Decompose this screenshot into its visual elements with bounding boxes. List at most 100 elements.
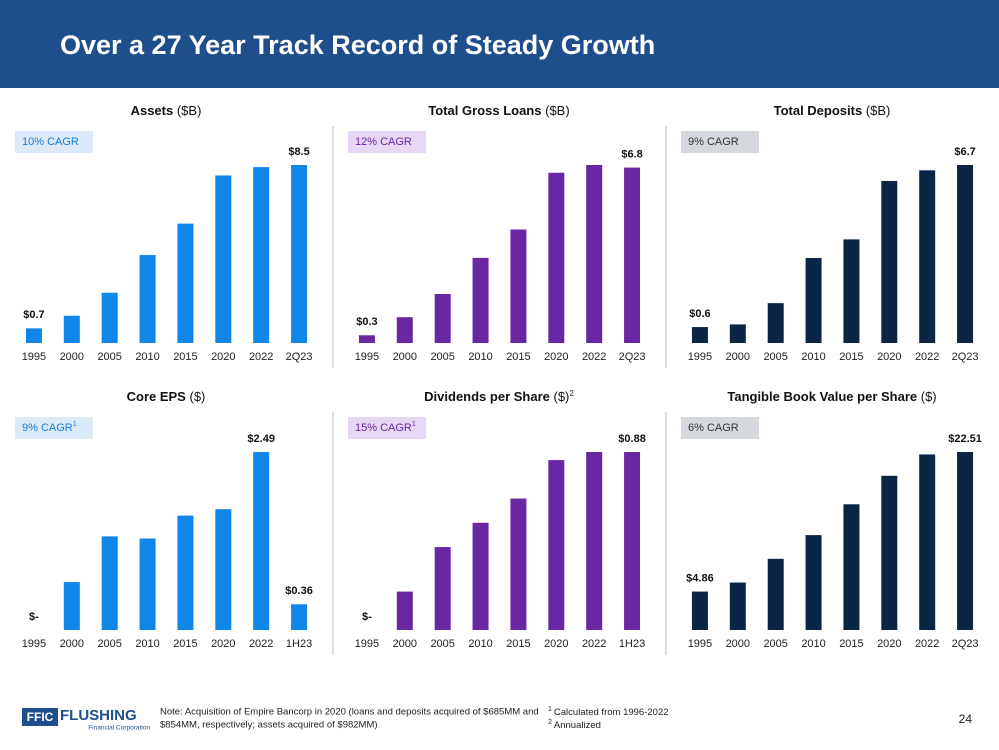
x-tick-label: 2005: [97, 638, 121, 650]
bar: [586, 165, 603, 343]
chart-title: Tangible Book Value per Share ($): [727, 389, 936, 404]
cagr-badge: [348, 131, 426, 153]
footnote-mark: 2: [548, 719, 552, 726]
x-tick-label: 2015: [839, 351, 863, 363]
note: Note: Acquisition of Empire Bancorp in 2…: [160, 707, 539, 718]
x-tick-label: 2015: [506, 638, 530, 650]
bar: [805, 257, 822, 343]
x-tick-label: 2022: [915, 638, 939, 650]
bar: [101, 536, 118, 630]
x-tick-label: 2005: [430, 351, 454, 363]
cagr-label: 9% CAGR1: [22, 421, 77, 434]
note: $854MM, respectively; assets acquired of…: [160, 720, 378, 731]
title-main: Core EPS: [127, 389, 187, 404]
title-main: Total Gross Loans: [428, 103, 541, 118]
x-tick-label: 2010: [801, 351, 825, 363]
x-tick-label: 2022: [915, 351, 939, 363]
bar: [177, 223, 194, 343]
chart: Total Gross Loans ($B) 12% CAGR 1995 $0.3 20…: [348, 103, 646, 363]
x-tick-label: 1995: [22, 351, 46, 363]
x-tick-label: 1995: [688, 351, 712, 363]
x-tick-label: 1995: [355, 638, 379, 650]
slide-title: Over a 27 Year Track Record of Steady Gr…: [60, 30, 655, 60]
bar: [510, 229, 527, 343]
bar: [767, 558, 784, 630]
bar: [586, 452, 603, 630]
footnote-text: Annualized: [554, 720, 601, 731]
x-tick-label: 2015: [173, 351, 197, 363]
bar: [25, 328, 42, 343]
title-main: Total Deposits: [774, 103, 863, 118]
x-tick-label: 2022: [249, 351, 273, 363]
value-label: $8.5: [288, 146, 309, 158]
footnote-mark: 1: [548, 706, 552, 713]
logo-sub: Financial Corporation: [88, 725, 150, 732]
x-tick-label: 2020: [544, 638, 568, 650]
cagr-badge: [15, 131, 93, 153]
x-tick-label: 2010: [468, 351, 492, 363]
bar: [215, 175, 232, 343]
bar: [215, 509, 232, 630]
bar: [919, 170, 936, 343]
bar: [843, 239, 860, 343]
value-label: $4.86: [686, 572, 714, 584]
value-label: $22.51: [948, 433, 982, 445]
x-tick-label: 2Q23: [286, 351, 313, 363]
bar: [843, 504, 860, 630]
chart-title: Core EPS ($): [127, 389, 206, 404]
title-unit: ($): [921, 389, 937, 404]
x-tick-label: 1995: [355, 351, 379, 363]
x-tick-label: 2022: [249, 638, 273, 650]
x-tick-label: 2000: [393, 638, 417, 650]
value-label: $0.36: [285, 585, 313, 597]
chart: Core EPS ($) 9% CAGR1 1995 $- 2000 2005 2010 20…: [15, 389, 313, 650]
cagr-badge: [15, 417, 93, 439]
bar: [510, 498, 527, 630]
bar: [291, 604, 308, 630]
bar: [396, 317, 413, 343]
x-tick-label: 2022: [582, 351, 606, 363]
chart: Tangible Book Value per Share ($) 6% CAGR…: [681, 389, 982, 650]
title-unit: ($): [554, 389, 570, 404]
cagr-label: 9% CAGR: [688, 136, 739, 148]
bar: [548, 460, 565, 630]
cagr-label: 12% CAGR: [355, 136, 412, 148]
cagr-note: 1: [412, 421, 416, 428]
x-tick-label: 2005: [763, 351, 787, 363]
cagr-text: 10% CAGR: [22, 136, 79, 148]
value-label: $-: [29, 611, 39, 623]
bar: [729, 582, 746, 630]
footnote: 2 Annualized: [548, 719, 601, 731]
value-label: $-: [362, 611, 372, 623]
bar: [729, 324, 746, 343]
x-tick-label: 2020: [877, 638, 901, 650]
chart: Dividends per Share ($)2 15% CAGR1 1995 $- 2…: [348, 389, 646, 650]
bar: [624, 167, 641, 343]
bar: [767, 303, 784, 343]
title-unit: ($): [189, 389, 205, 404]
bar: [881, 180, 898, 343]
x-tick-label: 2010: [135, 351, 159, 363]
x-tick-label: 2000: [726, 351, 750, 363]
title-unit: ($B): [866, 103, 891, 118]
x-tick-label: 2000: [60, 638, 84, 650]
bar: [101, 292, 118, 343]
bar: [358, 335, 375, 343]
cagr-label: 15% CAGR1: [355, 421, 416, 434]
bar: [691, 591, 708, 630]
x-tick-label: 2005: [430, 638, 454, 650]
x-tick-label: 2010: [468, 638, 492, 650]
x-tick-label: 2015: [506, 351, 530, 363]
chart-title: Total Gross Loans ($B): [428, 103, 569, 118]
title-unit: ($B): [545, 103, 570, 118]
x-tick-label: 2022: [582, 638, 606, 650]
x-tick-label: 2Q23: [619, 351, 646, 363]
footnote-text: Calculated from 1996-2022: [554, 707, 669, 718]
x-tick-label: 2000: [726, 638, 750, 650]
bar: [396, 591, 413, 630]
x-tick-label: 2020: [544, 351, 568, 363]
logo: FFIC: [27, 710, 54, 724]
x-tick-label: 2015: [173, 638, 197, 650]
chart: Assets ($B) 10% CAGR 1995 $0.7 2000 2005 2010 2…: [15, 103, 313, 363]
